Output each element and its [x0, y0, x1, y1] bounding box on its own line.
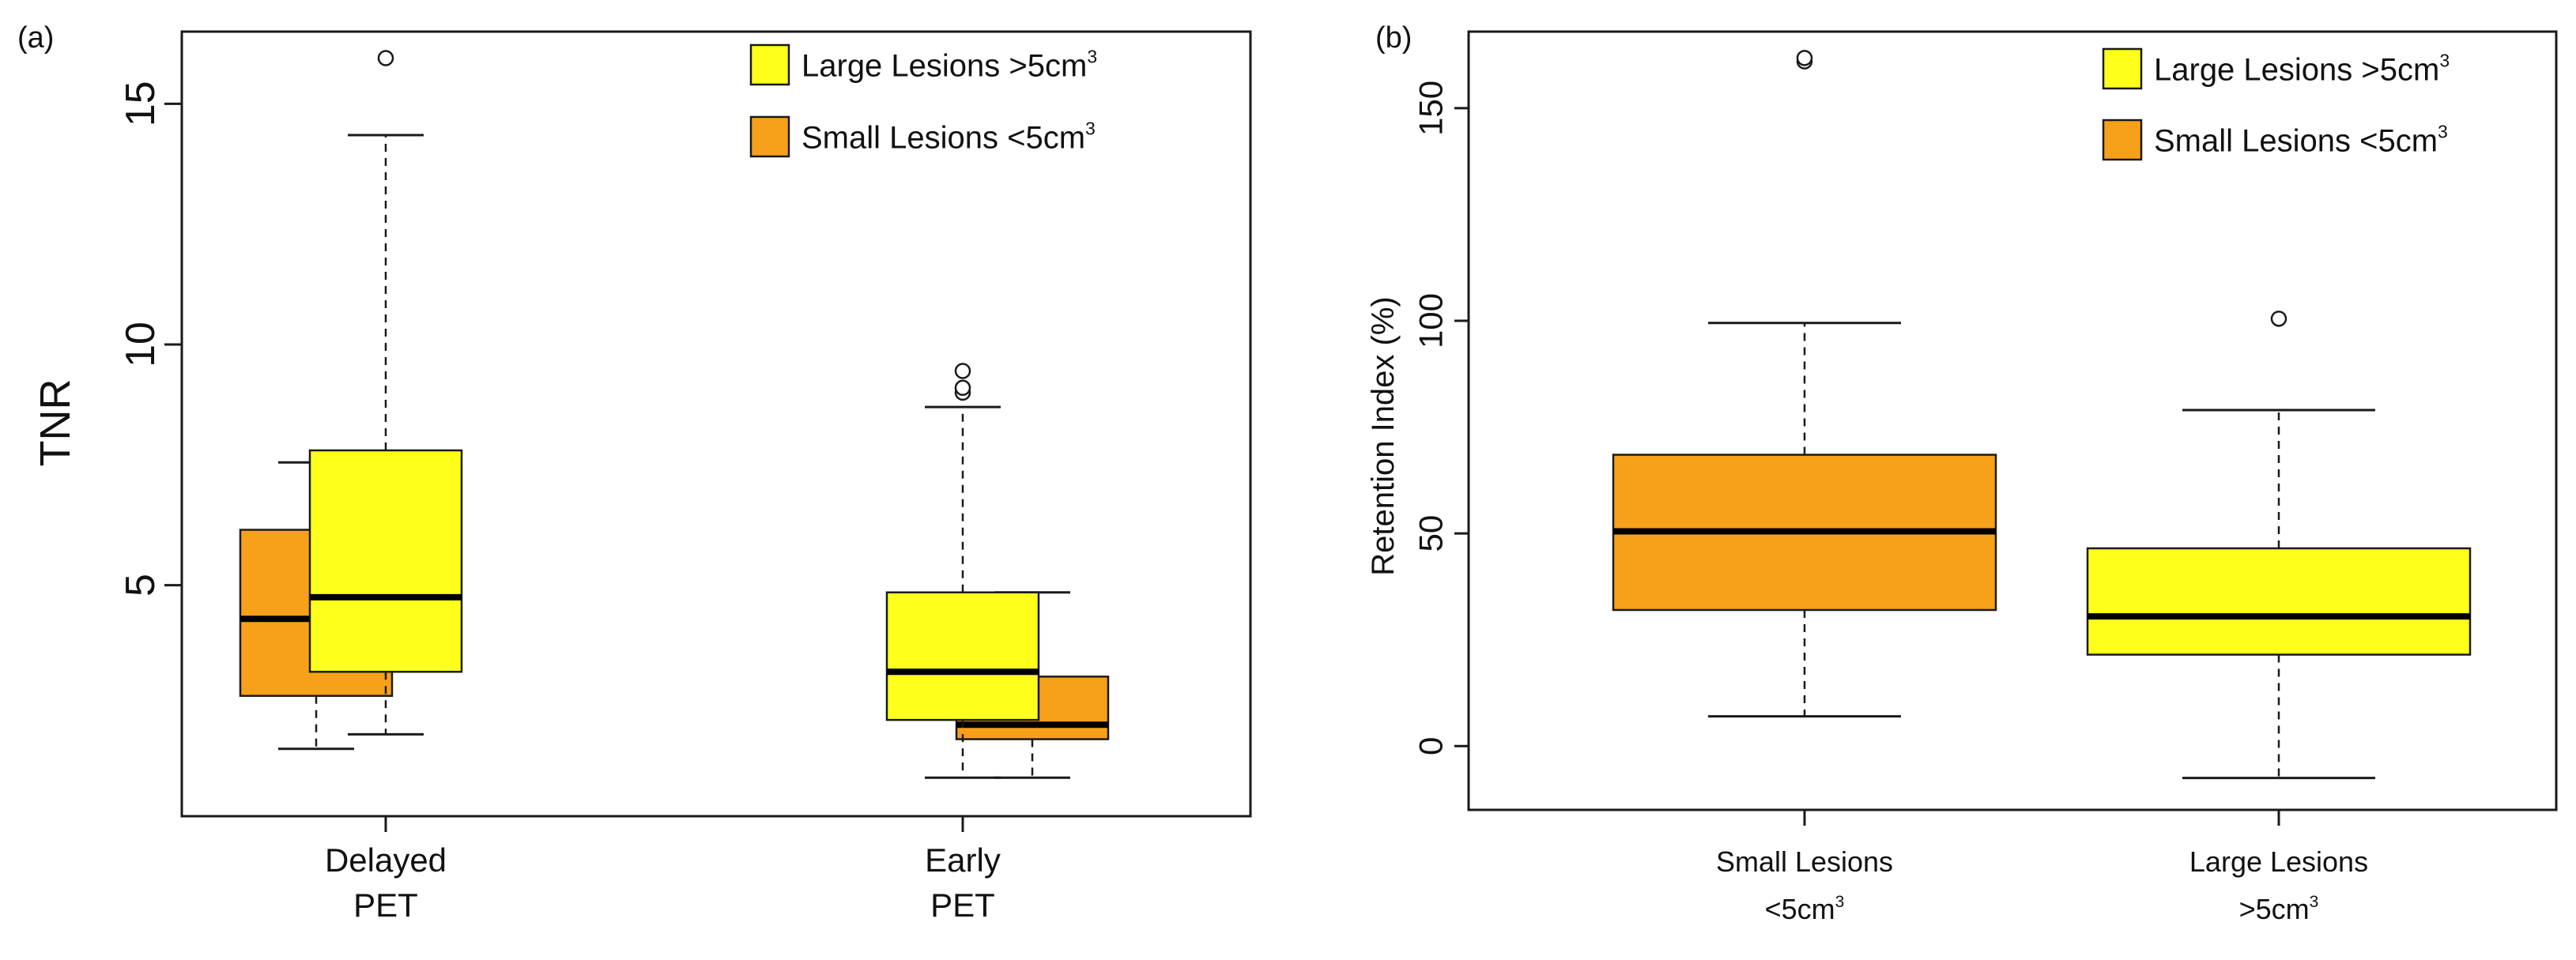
x-group-label-text: >5cm [2239, 893, 2310, 925]
chart-panel-a: (a) 5 10 15 TNR Delayed PET Early PET Large Lesio… [17, 21, 1252, 924]
x-group-label-superscript: 3 [1835, 893, 1845, 911]
legend-label-superscript: 3 [2438, 121, 2448, 141]
y-tick-label: 50 [1412, 515, 1450, 552]
x-group-label: <5cm3 [1765, 893, 1845, 925]
y-tick-label: 5 [118, 574, 164, 597]
legend-swatch-large [2102, 47, 2143, 90]
box-iqr [308, 449, 463, 673]
legend-label: Large Lesions >5cm3 [2154, 50, 2450, 87]
x-group-label: Small Lesions [1716, 845, 1893, 878]
legend-label: Small Lesions <5cm3 [2154, 121, 2448, 158]
outlier-point [2270, 311, 2287, 327]
box-large-group-0 [308, 50, 463, 736]
chart-panel-b: (b) 0 50 100 150 Retention Index (%) Small Les… [1366, 21, 2558, 925]
x-group-label-superscript: 3 [2310, 893, 2319, 911]
legend-label-superscript: 3 [1087, 46, 1097, 66]
outlier-point [954, 363, 971, 379]
x-group-label: PET [353, 887, 418, 924]
legend-swatch-large [749, 43, 790, 86]
x-group-label: PET [930, 887, 995, 924]
legend-label-superscript: 3 [1085, 118, 1096, 138]
panel-label: (a) [17, 21, 54, 55]
box-iqr [885, 591, 1040, 721]
legend-label-text: Large Lesions >5cm [2154, 52, 2439, 87]
box-small-group-0 [1612, 50, 1997, 718]
outlier-point [954, 379, 971, 397]
legend-label: Large Lesions >5cm3 [801, 46, 1097, 83]
x-group-label-text: <5cm [1765, 893, 1835, 925]
box-iqr [2086, 547, 2472, 656]
outlier-point [377, 50, 394, 66]
outlier-point [1796, 50, 1813, 66]
legend-label-text: Large Lesions >5cm [801, 48, 1087, 83]
x-group-label: Early [925, 841, 1001, 879]
x-group-label: >5cm3 [2239, 893, 2319, 925]
legend-label-text: Small Lesions <5cm [2154, 123, 2438, 158]
y-tick-label: 15 [118, 81, 164, 126]
y-tick-label: 0 [1412, 737, 1450, 755]
box-large-group-1 [2086, 311, 2472, 780]
legend-swatch-small [749, 115, 790, 158]
legend-label-text: Small Lesions <5cm [801, 120, 1085, 155]
x-group-label: Delayed [325, 841, 447, 879]
y-axis-label: TNR [32, 379, 79, 467]
y-tick-label: 10 [118, 322, 164, 367]
y-tick-label: 100 [1412, 293, 1450, 348]
box-large-group-1 [885, 363, 1040, 779]
legend-label-superscript: 3 [2439, 50, 2450, 70]
plot-frame [180, 30, 1252, 818]
legend-label: Small Lesions <5cm3 [801, 118, 1096, 155]
y-axis-label: Retention Index (%) [1366, 296, 1401, 576]
panel-label: (b) [1375, 21, 1412, 55]
legend-swatch-small [2102, 119, 2143, 161]
x-group-label: Large Lesions [2189, 845, 2368, 878]
plot-frame [1467, 30, 2558, 811]
y-tick-label: 150 [1412, 81, 1450, 136]
